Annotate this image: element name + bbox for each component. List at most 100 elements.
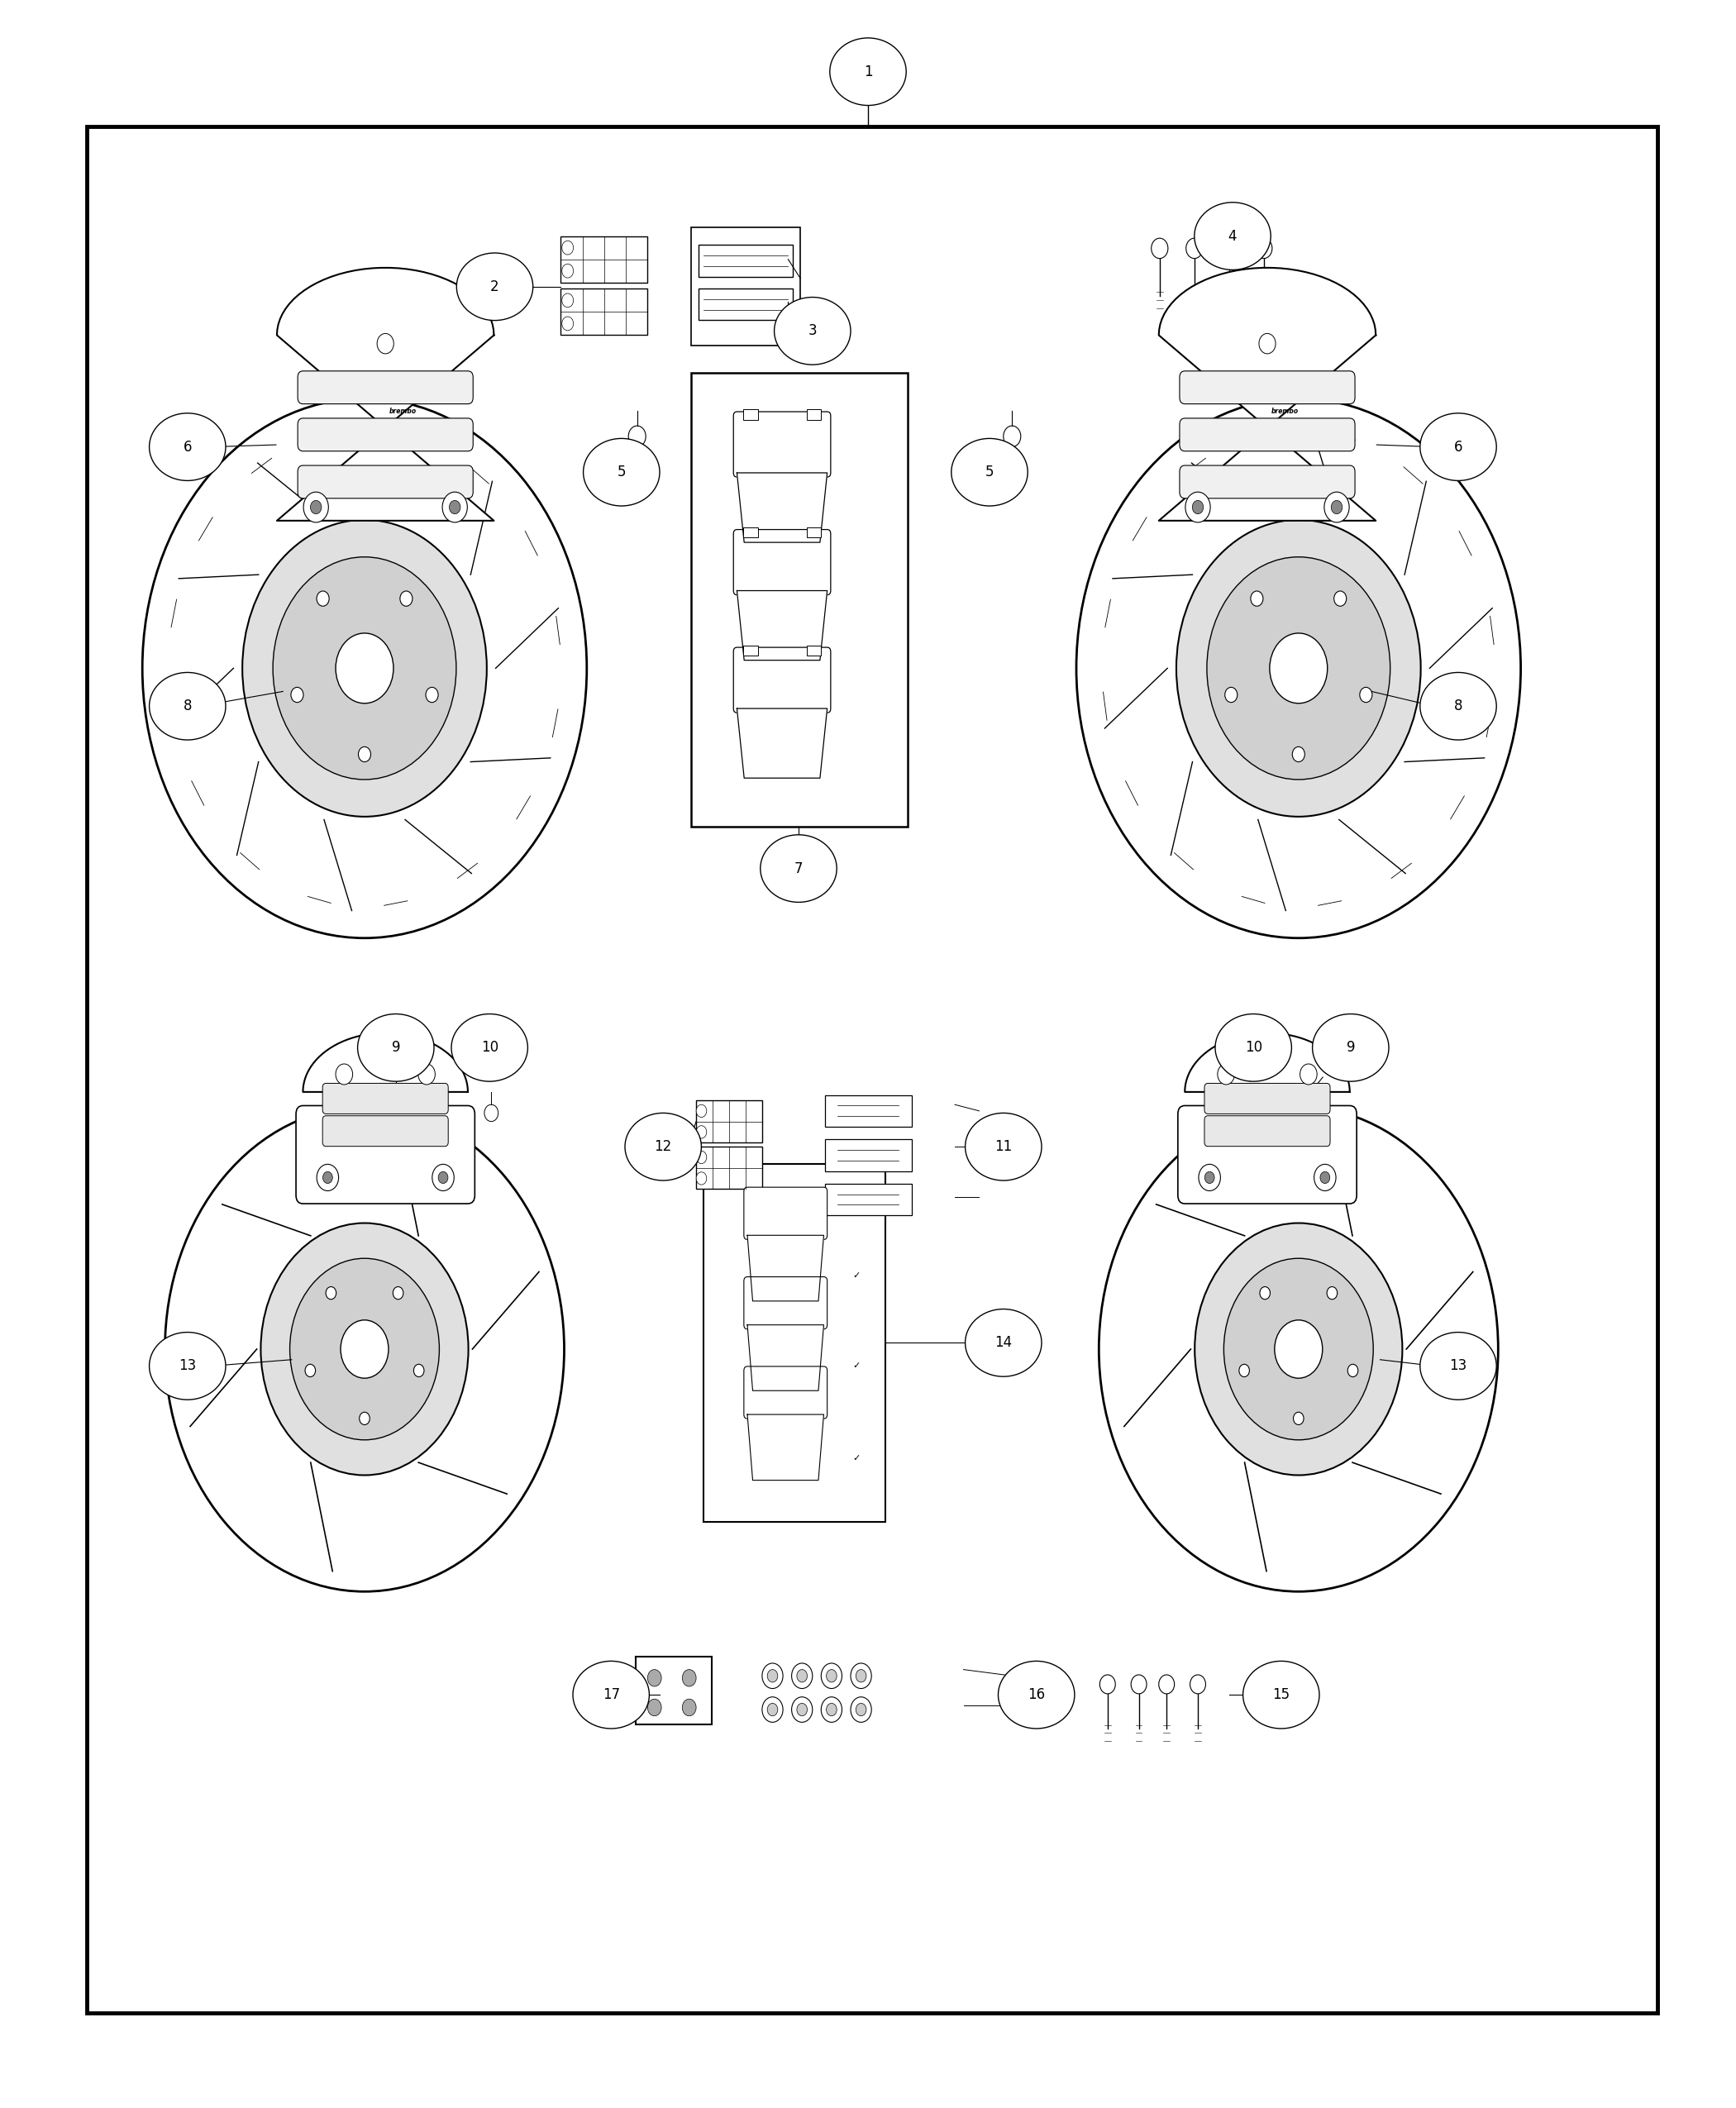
Circle shape	[696, 1172, 707, 1185]
Text: 1: 1	[863, 63, 873, 80]
Circle shape	[1220, 238, 1238, 259]
Ellipse shape	[457, 253, 533, 320]
Circle shape	[1217, 1065, 1234, 1084]
Text: brembo: brembo	[1271, 407, 1299, 415]
Circle shape	[767, 1703, 778, 1716]
Circle shape	[1260, 1286, 1271, 1299]
Circle shape	[1076, 398, 1521, 938]
Ellipse shape	[149, 1332, 226, 1400]
FancyBboxPatch shape	[1205, 1084, 1330, 1113]
Circle shape	[165, 1107, 564, 1592]
Circle shape	[821, 1663, 842, 1689]
Text: 6: 6	[184, 438, 191, 455]
Circle shape	[562, 264, 573, 278]
Circle shape	[562, 316, 573, 331]
Text: 6: 6	[1455, 438, 1462, 455]
Circle shape	[290, 1258, 439, 1440]
Ellipse shape	[451, 1014, 528, 1081]
FancyBboxPatch shape	[743, 1277, 826, 1328]
Text: 3: 3	[807, 323, 818, 339]
Text: brembo: brembo	[389, 407, 417, 415]
Polygon shape	[746, 1235, 825, 1301]
Circle shape	[443, 491, 467, 523]
Text: 14: 14	[995, 1334, 1012, 1351]
Circle shape	[1240, 1364, 1250, 1377]
Circle shape	[767, 1670, 778, 1682]
FancyBboxPatch shape	[1205, 1115, 1330, 1147]
Circle shape	[562, 293, 573, 308]
Circle shape	[1160, 1674, 1174, 1695]
FancyBboxPatch shape	[743, 1187, 826, 1240]
Circle shape	[648, 1670, 661, 1686]
Polygon shape	[736, 472, 828, 542]
Circle shape	[260, 1223, 469, 1476]
Polygon shape	[746, 1414, 825, 1480]
FancyBboxPatch shape	[1177, 1105, 1358, 1204]
Circle shape	[316, 1164, 339, 1191]
Text: ✓: ✓	[852, 1455, 861, 1463]
Ellipse shape	[1243, 1661, 1319, 1729]
Ellipse shape	[965, 1309, 1042, 1377]
Text: 16: 16	[1028, 1686, 1045, 1703]
Circle shape	[292, 687, 304, 702]
Circle shape	[826, 1703, 837, 1716]
Text: 8: 8	[184, 698, 191, 715]
Bar	[825, 1185, 911, 1214]
Circle shape	[696, 1105, 707, 1117]
Ellipse shape	[625, 1113, 701, 1180]
Text: 4: 4	[1229, 228, 1236, 245]
Text: 13: 13	[1450, 1358, 1467, 1374]
Circle shape	[1314, 1164, 1337, 1191]
Ellipse shape	[965, 1113, 1042, 1180]
Circle shape	[311, 500, 321, 514]
Bar	[691, 373, 908, 826]
Circle shape	[1198, 1164, 1220, 1191]
Circle shape	[562, 240, 573, 255]
Text: 13: 13	[179, 1358, 196, 1374]
Circle shape	[1177, 521, 1420, 816]
Circle shape	[340, 1320, 389, 1379]
Circle shape	[1333, 590, 1347, 607]
Circle shape	[1359, 687, 1371, 702]
FancyBboxPatch shape	[743, 1366, 826, 1419]
Ellipse shape	[149, 413, 226, 481]
Circle shape	[856, 1703, 866, 1716]
Circle shape	[1300, 1065, 1318, 1084]
Circle shape	[797, 1703, 807, 1716]
FancyBboxPatch shape	[299, 466, 472, 497]
Ellipse shape	[1312, 1014, 1389, 1081]
Text: ✓: ✓	[852, 1362, 861, 1370]
Bar	[561, 289, 648, 335]
Polygon shape	[736, 708, 828, 778]
Ellipse shape	[149, 672, 226, 740]
Text: ✓: ✓	[852, 1271, 861, 1280]
FancyBboxPatch shape	[1180, 466, 1354, 497]
Bar	[635, 1657, 712, 1724]
Circle shape	[425, 687, 437, 702]
Text: 8: 8	[1455, 698, 1462, 715]
Circle shape	[399, 590, 413, 607]
Circle shape	[1151, 238, 1168, 259]
Ellipse shape	[1420, 1332, 1496, 1400]
Circle shape	[1191, 1674, 1205, 1695]
Circle shape	[377, 333, 394, 354]
Circle shape	[335, 1065, 352, 1084]
Bar	[807, 645, 821, 656]
Circle shape	[316, 590, 330, 607]
FancyBboxPatch shape	[1180, 371, 1354, 405]
Circle shape	[323, 1172, 333, 1183]
Circle shape	[1292, 746, 1305, 761]
Bar	[743, 527, 757, 538]
Circle shape	[856, 1670, 866, 1682]
Circle shape	[792, 1663, 812, 1689]
Circle shape	[418, 1065, 436, 1084]
Circle shape	[1240, 1105, 1253, 1121]
FancyBboxPatch shape	[733, 529, 830, 594]
Polygon shape	[746, 1324, 825, 1391]
Ellipse shape	[1194, 202, 1271, 270]
Circle shape	[792, 1697, 812, 1722]
Ellipse shape	[1420, 672, 1496, 740]
Ellipse shape	[760, 835, 837, 902]
Ellipse shape	[583, 438, 660, 506]
Circle shape	[851, 1697, 871, 1722]
